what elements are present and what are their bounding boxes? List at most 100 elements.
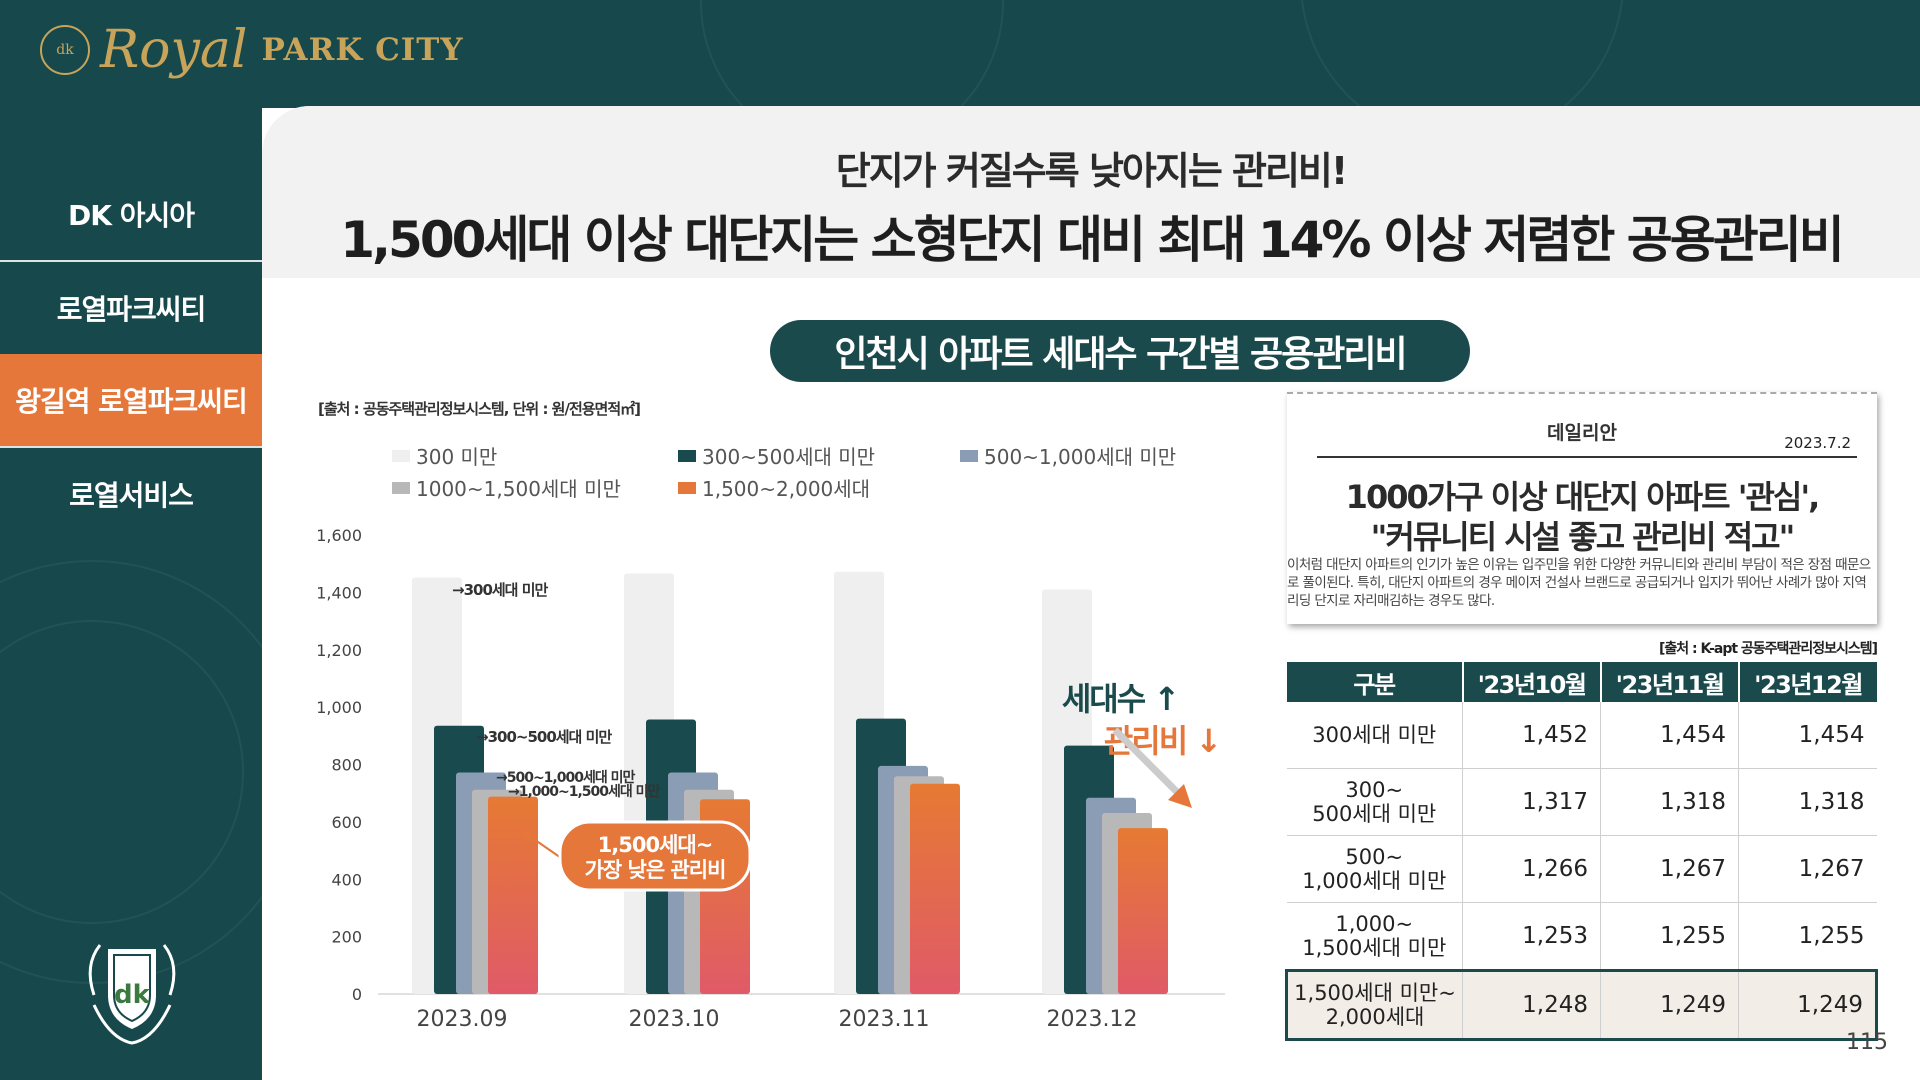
x-tick-label: 2023.11 [839, 1007, 930, 1032]
table-header-dec: '23년12월 [1738, 662, 1877, 702]
table-cell: 1,255 [1738, 902, 1877, 971]
news-date: 2023.7.2 [1784, 434, 1851, 452]
table-row: 300세대 미만 1,452 1,454 1,454 [1286, 702, 1877, 769]
table-header-row: 구분 '23년10월 '23년11월 '23년12월 [1286, 662, 1877, 702]
y-tick-label: 1,000 [316, 698, 362, 717]
category-line: 2,000세대 [1325, 1005, 1425, 1029]
sidebar-item-label: 로열파크씨티 [56, 293, 207, 326]
table-cell: 1,248 [1462, 969, 1601, 1041]
y-tick-label: 800 [331, 756, 362, 775]
annotation-300-500: →300~500세대 미만 [476, 728, 612, 746]
y-tick-label: 1,600 [316, 526, 362, 545]
table-cell: 1,253 [1462, 902, 1601, 971]
table-cell: 1,318 [1600, 768, 1739, 836]
sidebar-item-royal-park-city[interactable]: 로열파크씨티 [0, 262, 262, 354]
sidebar-item-royal-service[interactable]: 로열서비스 [0, 448, 262, 540]
table-row: 500~ 1,000세대 미만 1,266 1,267 1,267 [1286, 835, 1877, 903]
category-line: 1,500세대 미만 [1302, 936, 1447, 960]
legend-label: 300 미만 [416, 445, 497, 469]
table-header-oct: '23년10월 [1462, 662, 1602, 702]
sidebar-item-label: DK 아시아 [68, 199, 195, 232]
table-row-highlighted: 1,500세대 미만~ 2,000세대 1,248 1,249 1,249 [1285, 969, 1878, 1041]
x-tick-label: 2023.09 [417, 1007, 508, 1032]
legend-swatch [392, 482, 410, 494]
callout-leader [527, 834, 565, 861]
callout-text-2: 가장 낮은 관리비 [585, 858, 726, 882]
page-number: 115 [1846, 1030, 1888, 1055]
table-cell: 1,267 [1738, 835, 1877, 903]
table-cell: 1,452 [1462, 702, 1601, 769]
y-tick-label: 1,400 [316, 583, 362, 602]
callout-text-1: 1,500세대~ [598, 833, 713, 857]
bar-chart: 300 미만 300~500세대 미만 500~1,000세대 미만 1000~1,5… [316, 445, 1225, 1032]
news-paper-name: 데일리안 [1547, 422, 1617, 444]
x-tick-label: 2023.10 [629, 1007, 720, 1032]
logo-badge-icon: dk [40, 25, 90, 75]
sidebar-item-dk-asia[interactable]: DK 아시아 [0, 168, 262, 260]
table-cell: 1,317 [1462, 768, 1601, 836]
sidebar-item-label: 로열서비스 [69, 479, 194, 512]
y-tick-label: 600 [331, 813, 362, 832]
side-label-households: 세대수 ↑ [1062, 680, 1178, 718]
dk-emblem-icon: dk [88, 944, 176, 1045]
legend-swatch [392, 450, 410, 462]
callout-bubble [558, 820, 752, 892]
category-line: 1,000~ [1335, 912, 1414, 936]
diagonal-arrow-shaft [1112, 727, 1188, 803]
table-cell-category: 300~ 500세대 미만 [1286, 768, 1463, 836]
y-tick-label: 200 [331, 928, 362, 947]
sidebar-item-label: 왕길역 로열파크씨티 [15, 385, 248, 418]
chart-bars [412, 571, 1168, 994]
brand-logo[interactable]: dk Royal PARK CITY [40, 24, 463, 76]
table-source: [출처 : K-apt 공동주택관리정보시스템] [1658, 641, 1878, 657]
x-tick-label: 2023.12 [1047, 1007, 1138, 1032]
legend-label: 1000~1,500세대 미만 [416, 477, 621, 501]
legend-label: 500~1,000세대 미만 [984, 445, 1176, 469]
news-headline-2: "커뮤니티 시설 좋고 관리비 적고" [1370, 518, 1796, 556]
category-line: 1,500세대 미만~ [1294, 981, 1456, 1005]
header-band [262, 106, 1920, 278]
legend-swatch [678, 450, 696, 462]
table-cell-category: 500~ 1,000세대 미만 [1286, 835, 1463, 903]
logo-royal: Royal [100, 20, 248, 80]
emblem-text: dk [114, 980, 151, 1010]
news-rule [1317, 456, 1857, 458]
annotation-300: →300세대 미만 [452, 581, 549, 599]
legend-swatch [678, 482, 696, 494]
news-headline-1: 1000가구 이상 대단지 아파트 '관심', [1345, 478, 1821, 516]
y-tick-label: 0 [352, 985, 362, 1004]
table-cell-category: 300세대 미만 [1286, 702, 1463, 769]
category-line: 500세대 미만 [1312, 802, 1437, 826]
category-line: 500~ [1345, 845, 1404, 869]
table-cell: 1,318 [1738, 768, 1877, 836]
news-clipping: 데일리안 2023.7.2 1000가구 이상 대단지 아파트 '관심', "커… [1287, 392, 1877, 624]
fee-table: 구분 '23년10월 '23년11월 '23년12월 300세대 미만 1,45… [1285, 662, 1878, 1041]
chart-annotations: →300세대 미만 →300~500세대 미만 →500~1,000세대 미만→1,… [452, 581, 1222, 892]
legend-swatch [960, 450, 978, 462]
table-cell: 1,249 [1600, 969, 1739, 1041]
table-cell: 1,267 [1600, 835, 1739, 903]
y-tick-label: 400 [331, 870, 362, 889]
logo-badge-text: dk [56, 42, 74, 58]
diagonal-arrow-head [1168, 784, 1192, 808]
sidebar-divider [0, 446, 262, 448]
chart-source: [출처 : 공동주택관리정보시스템, 단위 : 원/전용면적㎡] [318, 400, 641, 418]
annotation-1000-1500: →1,000~1,500세대 미만 [508, 784, 661, 800]
y-tick-label: 1,200 [316, 641, 362, 660]
table-row: 1,000~ 1,500세대 미만 1,253 1,255 1,255 [1286, 902, 1877, 971]
bar-1,500~2,000세대 [488, 796, 538, 994]
chart-title-pill: 인천시 아파트 세대수 구간별 공용관리비 [770, 320, 1470, 382]
table-row: 300~ 500세대 미만 1,317 1,318 1,318 [1286, 768, 1877, 836]
bar-1,500~2,000세대 [1118, 828, 1168, 994]
legend-label: 300~500세대 미만 [702, 445, 875, 469]
page-title: 1,500세대 이상 대단지는 소형단지 대비 최대 14% 이상 저렴한 공용… [340, 211, 1845, 269]
legend-label: 1,500~2,000세대 [702, 477, 870, 501]
news-body: 이처럼 대단지 아파트의 인기가 높은 이유는 입주민을 위한 다양한 커뮤니티… [1287, 557, 1871, 609]
category-line: 300~ [1345, 778, 1404, 802]
sidebar-divider [0, 260, 262, 262]
sidebar-item-wanggil-station[interactable]: 왕길역 로열파크씨티 [0, 354, 262, 446]
table-cell-category: 1,500세대 미만~ 2,000세대 [1285, 969, 1463, 1041]
table-cell-category: 1,000~ 1,500세대 미만 [1286, 902, 1463, 971]
table-cell: 1,255 [1600, 902, 1739, 971]
